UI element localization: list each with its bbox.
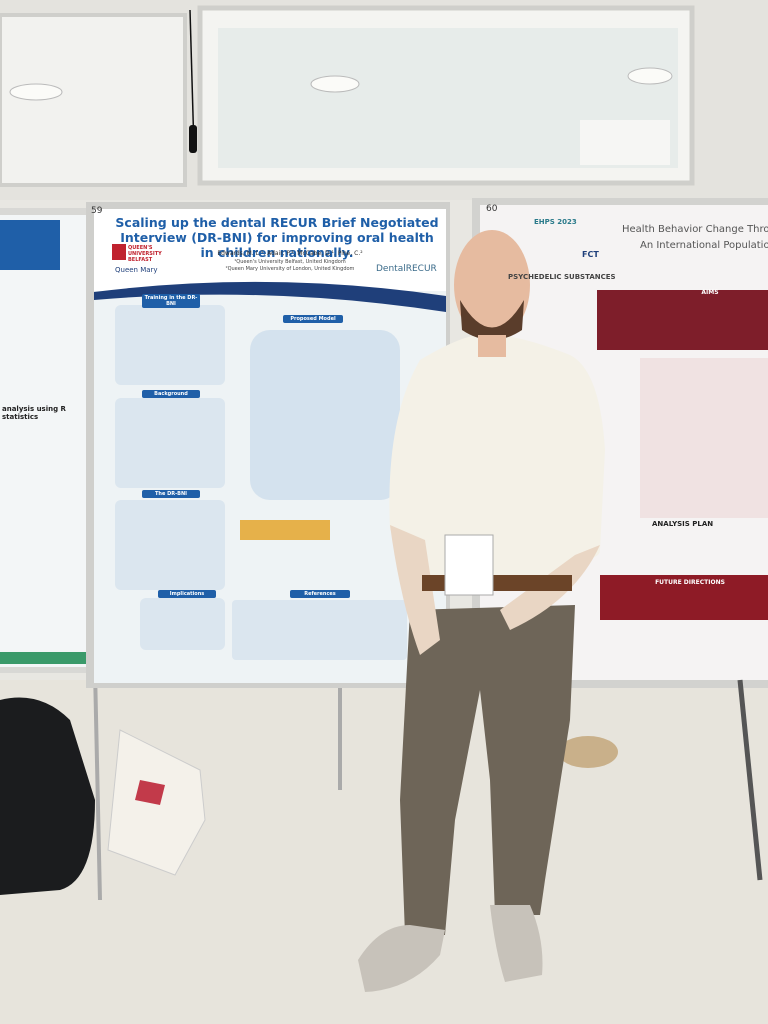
shirt <box>389 334 605 590</box>
ceiling-light <box>627 67 673 85</box>
beard <box>460 300 524 340</box>
aims-band <box>597 290 768 350</box>
section-heading: FUTURE DIRECTIONS <box>655 579 725 586</box>
wave <box>94 281 446 312</box>
poster-authors: Edwards, M. L.¹, Adair, P.¹, McCabe, D.¹… <box>217 250 363 257</box>
badge <box>444 534 494 596</box>
logo-text: DentalRECUR <box>376 264 437 274</box>
section-heading: The DR-BNI <box>142 490 200 498</box>
bar <box>240 520 330 540</box>
ceiling-light <box>9 83 63 101</box>
poster-title: Health Behavior Change Through Psyche <box>622 224 768 235</box>
poster-affiliation: ²Queen Mary University of London, United… <box>225 266 355 272</box>
board-leg <box>93 669 102 901</box>
section-heading: Training in the DR-BNI <box>142 294 200 308</box>
shoe <box>490 905 543 982</box>
model-panel <box>250 330 400 500</box>
bag-print <box>135 780 165 805</box>
poster-heading: analysis using R statistics <box>2 405 66 421</box>
trousers <box>400 605 575 935</box>
section-heading: Implications <box>158 590 216 598</box>
section-heading: Background <box>142 390 200 398</box>
backpack <box>0 697 95 895</box>
panel <box>232 600 407 660</box>
crest <box>112 244 126 260</box>
logo-text: Queen Mary <box>115 266 158 274</box>
panel <box>140 598 225 650</box>
section-heading: Proposed Model <box>283 315 343 323</box>
future-band <box>600 575 768 620</box>
poster-header <box>0 220 60 270</box>
panel <box>115 500 225 590</box>
panel <box>115 398 225 488</box>
poster <box>0 215 96 667</box>
logo-text: EHPS 2023 <box>534 218 577 226</box>
poster-number: 60 <box>486 204 498 214</box>
microphone <box>189 125 197 153</box>
board-leg <box>737 679 763 881</box>
section-heading: ANALYSIS PLAN <box>652 520 714 528</box>
section-heading: AIMS <box>701 289 719 296</box>
neck <box>478 335 506 357</box>
logo-text: QUEEN'S UNIVERSITY BELFAST <box>128 245 162 263</box>
panel <box>115 305 225 385</box>
ceiling-light <box>310 75 360 93</box>
poster-header <box>94 209 446 291</box>
section-heading: PSYCHEDELIC SUBSTANCES <box>508 273 616 281</box>
poster-affiliation: ¹Queen's University Belfast, United King… <box>234 259 346 265</box>
shoe <box>358 925 445 992</box>
poster-subtitle: An International Population Survey <box>640 240 768 251</box>
poster-footer <box>0 652 96 664</box>
rock <box>558 736 618 768</box>
arm <box>390 525 440 655</box>
head <box>454 230 530 340</box>
window-detail <box>580 120 670 165</box>
table <box>640 358 768 518</box>
poster-title: Scaling up the dental RECUR Brief Negoti… <box>115 215 439 260</box>
logo-text: FCT <box>582 250 599 259</box>
section-heading: References <box>290 590 350 598</box>
poster-number: 59 <box>91 206 103 216</box>
